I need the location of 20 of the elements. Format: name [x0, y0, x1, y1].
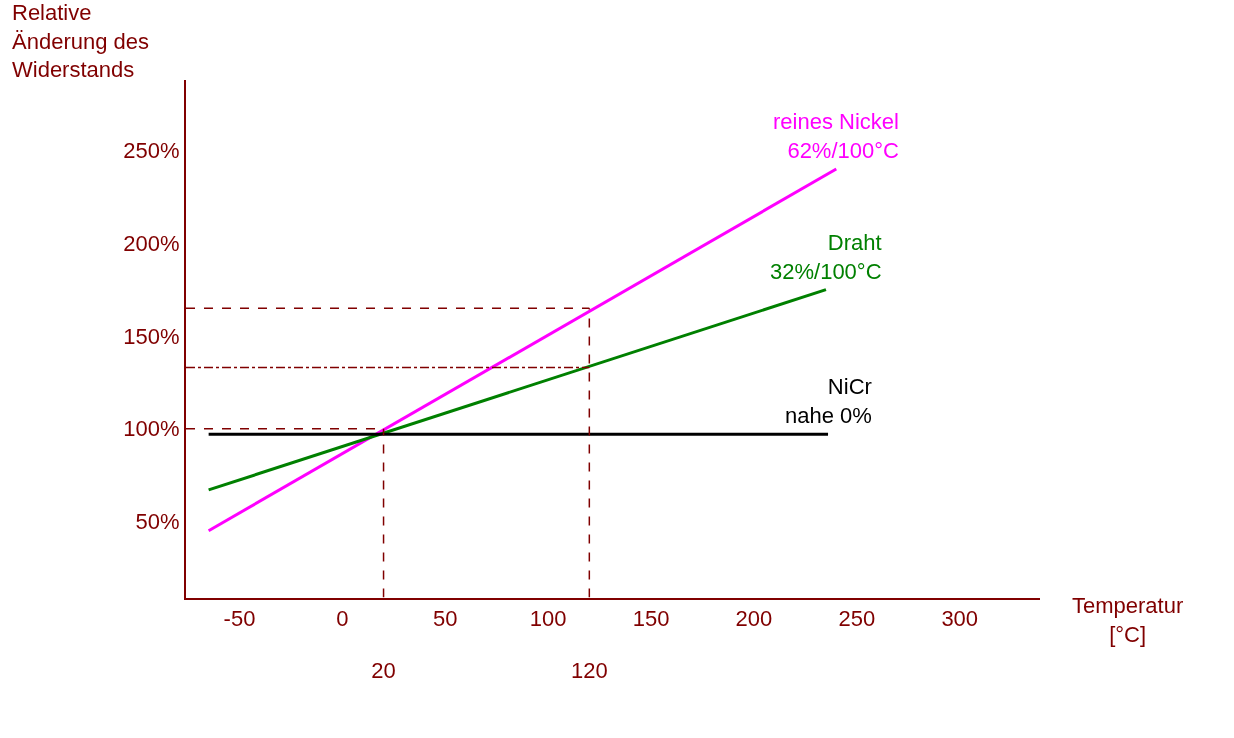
- x-tick-label: 50: [433, 605, 458, 631]
- y-axis-title: Relative Änderung des Widerstands: [12, 0, 149, 83]
- x-tick-label: 250: [838, 605, 876, 631]
- x-tick-label: 100: [529, 605, 567, 631]
- y-tick-label: 150%: [123, 323, 180, 349]
- x-tick-label: -50: [223, 605, 256, 631]
- series-label: NiCr nahe 0%: [785, 374, 872, 428]
- series-label: reines Nickel 62%/100°C: [773, 109, 900, 163]
- x2-tick-label: 120: [570, 658, 608, 683]
- x-axis-title: Temperatur [°C]: [1072, 593, 1184, 647]
- y-tick-label: 100%: [123, 416, 180, 442]
- series-label: Draht 32%/100°C: [770, 230, 882, 284]
- y-tick-label: 250%: [123, 138, 180, 164]
- x-tick-label: 0: [336, 605, 349, 631]
- x2-tick-label: 20: [371, 658, 396, 683]
- y-tick-label: 50%: [135, 509, 180, 535]
- x-tick-label: 200: [735, 605, 773, 631]
- x-tick-label: 150: [632, 605, 670, 631]
- x-tick-label: 300: [941, 605, 979, 631]
- y-tick-label: 200%: [123, 230, 180, 256]
